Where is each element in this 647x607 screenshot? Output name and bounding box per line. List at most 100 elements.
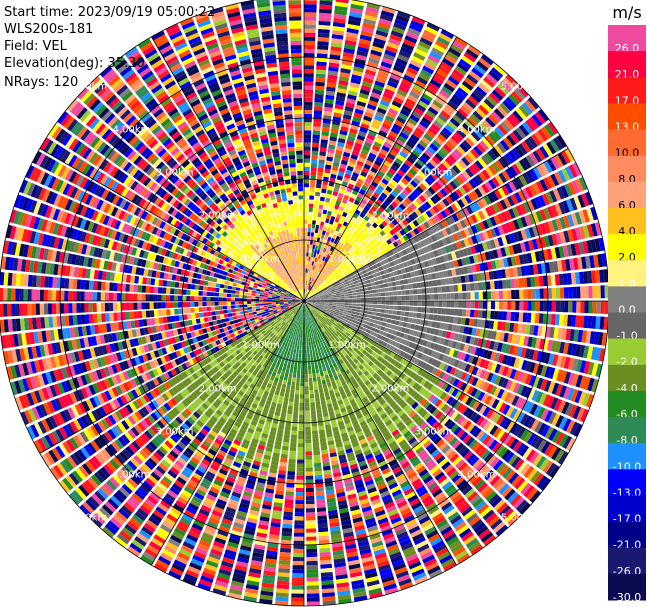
velocity-gate (313, 314, 316, 318)
velocity-gate (467, 192, 476, 202)
velocity-gate (417, 488, 428, 498)
velocity-gate (532, 166, 542, 179)
velocity-gate (337, 137, 346, 144)
velocity-gate (383, 268, 389, 274)
velocity-gate (339, 188, 346, 195)
velocity-gate (367, 262, 373, 268)
velocity-gate (518, 278, 524, 288)
velocity-gate (550, 314, 556, 325)
velocity-gate (509, 132, 520, 144)
velocity-gate (413, 306, 418, 312)
velocity-gate (293, 548, 304, 554)
velocity-gate (371, 122, 381, 130)
velocity-gate (300, 386, 304, 391)
velocity-gate (522, 312, 528, 323)
velocity-gate (439, 554, 453, 565)
velocity-gate (600, 301, 605, 314)
velocity-gate (447, 323, 453, 331)
velocity-gate (353, 352, 359, 358)
velocity-gate (555, 218, 563, 231)
velocity-gate (465, 137, 475, 147)
velocity-gate (374, 267, 380, 273)
velocity-gate (309, 273, 312, 278)
velocity-gate (496, 201, 504, 212)
velocity-gate (409, 474, 420, 484)
velocity-gate (353, 270, 359, 275)
velocity-gate (350, 206, 356, 213)
velocity-gate (403, 404, 411, 412)
velocity-gate (314, 389, 319, 394)
velocity-gate (484, 395, 493, 405)
velocity-gate (532, 453, 543, 467)
velocity-gate (399, 480, 410, 489)
velocity-gate (361, 208, 368, 215)
velocity-gate (487, 330, 493, 339)
velocity-gate (342, 287, 348, 291)
velocity-gate (322, 119, 331, 124)
velocity-gate (323, 266, 328, 272)
velocity-gate (385, 137, 394, 146)
velocity-gate (474, 223, 482, 233)
velocity-gate (451, 252, 457, 260)
velocity-gate (562, 245, 569, 258)
velocity-gate (381, 341, 388, 347)
velocity-gate (374, 353, 380, 360)
velocity-gate (330, 279, 335, 283)
velocity-gate (475, 378, 483, 388)
velocity-gate (539, 179, 549, 192)
velocity-gate (327, 78, 337, 84)
velocity-gate (486, 310, 491, 319)
velocity-gate (330, 256, 335, 262)
velocity-gate (326, 338, 331, 343)
velocity-gate (313, 323, 316, 328)
velocity-gate (542, 143, 553, 157)
velocity-gate (375, 312, 381, 317)
velocity-gate (571, 373, 579, 387)
velocity-gate (309, 269, 313, 274)
velocity-gate (345, 325, 350, 330)
velocity-gate (305, 317, 307, 322)
velocity-gate (312, 289, 316, 293)
velocity-gate (359, 88, 370, 96)
velocity-gate (404, 35, 418, 44)
velocity-gate (304, 8, 317, 13)
velocity-gate (368, 304, 373, 308)
velocity-gate (515, 177, 524, 189)
velocity-gate (486, 281, 491, 290)
velocity-gate (553, 260, 559, 273)
velocity-gate (456, 380, 464, 389)
velocity-gate (550, 247, 557, 260)
velocity-gate (345, 354, 351, 360)
velocity-gate (315, 85, 325, 91)
velocity-gate (534, 111, 546, 125)
velocity-gate (315, 322, 319, 327)
velocity-gate (363, 205, 371, 212)
velocity-gate (314, 270, 317, 275)
velocity-gate (332, 322, 337, 327)
velocity-gate (485, 320, 490, 329)
velocity-gate (332, 21, 346, 28)
velocity-gate (469, 203, 478, 213)
velocity-gate (337, 335, 342, 340)
velocity-gate (544, 380, 552, 392)
velocity-gate (456, 479, 468, 490)
velocity-gate (326, 309, 331, 313)
velocity-gate (336, 304, 341, 307)
velocity-gate (336, 282, 341, 286)
velocity-gate (356, 303, 361, 307)
velocity-gate (535, 210, 543, 223)
velocity-gate (375, 174, 383, 181)
velocity-gate (509, 368, 517, 380)
velocity-gate (410, 191, 418, 200)
velocity-gate (359, 188, 366, 195)
velocity-gate (436, 519, 448, 529)
velocity-gate (453, 400, 461, 410)
velocity-gate (468, 318, 474, 327)
velocity-gate (363, 399, 371, 407)
velocity-gate (595, 316, 601, 330)
velocity-gate (448, 137, 458, 148)
velocity-gate (334, 259, 339, 265)
velocity-gate (352, 171, 359, 178)
velocity-gate (370, 232, 376, 238)
velocity-gate (326, 343, 331, 348)
